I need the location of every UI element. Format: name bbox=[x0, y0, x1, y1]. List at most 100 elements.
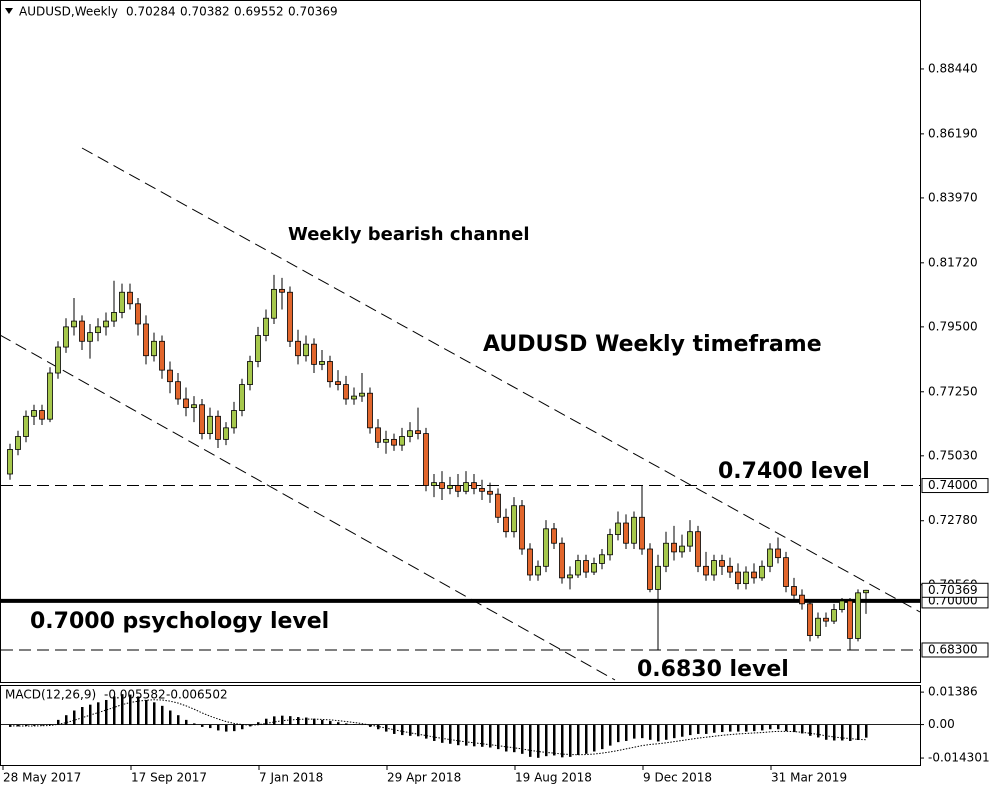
candle-body bbox=[255, 335, 261, 362]
macd-bar bbox=[265, 718, 268, 725]
macd-bar bbox=[849, 724, 852, 741]
candle-body bbox=[479, 488, 485, 492]
candle-body bbox=[559, 542, 565, 579]
macd-bar bbox=[313, 718, 316, 725]
y-tick-label: 0.00 bbox=[928, 717, 955, 731]
y-tick-label: 0.81720 bbox=[928, 255, 978, 269]
candle-body bbox=[423, 433, 429, 486]
candle-body bbox=[719, 560, 725, 567]
x-tick-label: 29 Apr 2018 bbox=[387, 771, 461, 785]
current-price-label: 0.70369 bbox=[928, 583, 978, 597]
candle-body bbox=[7, 449, 13, 475]
candle-body bbox=[535, 565, 541, 576]
candle-body bbox=[167, 369, 173, 383]
open: 0.70284 bbox=[126, 5, 176, 19]
candle-body bbox=[359, 392, 365, 397]
signal-value: -0.006502 bbox=[166, 688, 228, 702]
macd-bar bbox=[633, 724, 636, 739]
macd-bar bbox=[521, 724, 524, 754]
candle-body bbox=[183, 398, 189, 409]
x-tick-label: 9 Dec 2018 bbox=[643, 771, 712, 785]
candle-body bbox=[439, 482, 445, 489]
macd-bar bbox=[769, 724, 772, 730]
channel-upper bbox=[81, 147, 921, 613]
candle-body bbox=[319, 361, 325, 365]
candle-body bbox=[295, 340, 301, 357]
macd-bar bbox=[785, 724, 788, 732]
macd-bar bbox=[681, 724, 684, 737]
candle-body bbox=[575, 560, 581, 576]
candle-body bbox=[615, 522, 621, 535]
macd-bar bbox=[105, 699, 108, 725]
macd-bar bbox=[57, 719, 60, 725]
macd-bar bbox=[449, 724, 452, 744]
candle-body bbox=[351, 395, 357, 400]
macd-bar bbox=[409, 724, 412, 736]
candle-body bbox=[111, 312, 117, 322]
y-tick-label: 0.79500 bbox=[928, 319, 978, 333]
macd-bar bbox=[473, 724, 476, 747]
candle-body bbox=[375, 427, 381, 443]
candle-body bbox=[823, 617, 829, 622]
macd-bar bbox=[81, 707, 84, 725]
candle-body bbox=[543, 528, 549, 567]
candle-body bbox=[623, 522, 629, 544]
macd-bar bbox=[241, 724, 244, 730]
menu-triangle[interactable] bbox=[5, 8, 13, 14]
macd-bar bbox=[329, 721, 332, 725]
macd-bar bbox=[857, 724, 860, 741]
candle-body bbox=[407, 430, 413, 437]
x-tick-label: 19 Aug 2018 bbox=[515, 771, 592, 785]
macd-bar bbox=[121, 694, 124, 725]
candle-body bbox=[503, 516, 509, 533]
macd-bar bbox=[705, 724, 708, 734]
macd-bar bbox=[809, 724, 812, 736]
candle-body bbox=[743, 571, 749, 585]
candle-body bbox=[767, 548, 773, 567]
macd-bar bbox=[673, 724, 676, 739]
candle-body bbox=[327, 361, 333, 383]
candle-body bbox=[55, 346, 61, 374]
candle-body bbox=[15, 436, 21, 450]
macd-bar bbox=[257, 722, 260, 725]
macd-bar bbox=[41, 724, 44, 726]
candle-body bbox=[391, 438, 397, 446]
candle-body bbox=[159, 340, 165, 371]
candle-body bbox=[815, 617, 821, 636]
macd-bar bbox=[73, 710, 76, 725]
macd-bar bbox=[145, 699, 148, 725]
macd-bar bbox=[545, 724, 548, 757]
candle-body bbox=[455, 485, 461, 492]
macd-bar bbox=[489, 724, 492, 748]
candle-body bbox=[799, 594, 805, 605]
candle-body bbox=[263, 317, 269, 336]
macd-bar bbox=[177, 715, 180, 725]
candle-body bbox=[751, 571, 757, 579]
macd-bar bbox=[601, 724, 604, 750]
candle-body bbox=[127, 291, 133, 305]
candle-body bbox=[143, 323, 149, 357]
candle-body bbox=[287, 291, 293, 342]
candle-body bbox=[655, 565, 661, 590]
macd-bar bbox=[585, 724, 588, 754]
candle-body bbox=[671, 542, 677, 553]
macd-bar bbox=[529, 724, 532, 757]
macd-bar bbox=[321, 719, 324, 725]
candle-body bbox=[519, 505, 525, 550]
candle-body bbox=[807, 603, 813, 636]
candle-body bbox=[47, 372, 53, 420]
candle-body bbox=[511, 505, 517, 533]
candle-body bbox=[695, 531, 701, 567]
macd-bar bbox=[465, 724, 468, 746]
candle-body bbox=[279, 288, 285, 293]
low: 0.69552 bbox=[234, 5, 284, 19]
macd-bar bbox=[249, 724, 252, 727]
candle-body bbox=[335, 381, 341, 385]
y-tick-label: -0.014301 bbox=[928, 751, 990, 765]
macd-bar bbox=[25, 724, 28, 726]
candle-body bbox=[447, 485, 453, 489]
macd-bar bbox=[745, 724, 748, 732]
candle-body bbox=[631, 516, 637, 544]
